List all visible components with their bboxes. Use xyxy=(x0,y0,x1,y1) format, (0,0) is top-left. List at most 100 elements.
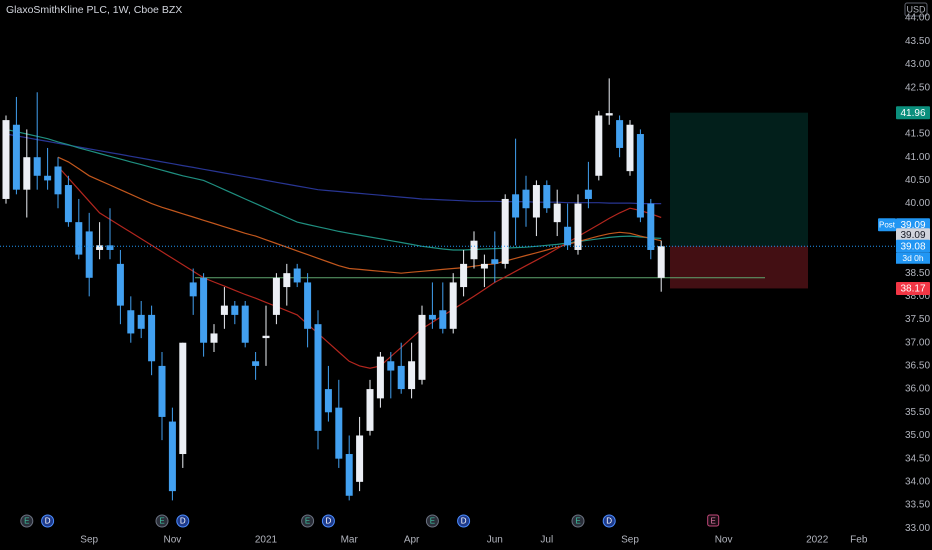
candle-body xyxy=(584,189,592,199)
candle-body xyxy=(470,240,478,260)
event-icon xyxy=(457,514,471,528)
candle-body xyxy=(179,342,187,455)
candle-body xyxy=(304,282,312,329)
x-tick-label: Jun xyxy=(487,535,503,546)
event-icon xyxy=(602,514,616,528)
y-tick-label: 38.50 xyxy=(905,268,930,279)
price-tag-bg xyxy=(878,218,896,232)
event-icon xyxy=(41,514,55,528)
moving-average xyxy=(5,128,662,251)
y-tick-label: 43.00 xyxy=(905,59,930,70)
target-label-bg xyxy=(896,106,930,120)
x-tick-label: 2021 xyxy=(255,535,278,546)
candle-body xyxy=(522,189,530,209)
event-icon xyxy=(301,514,315,528)
event-label: D xyxy=(461,517,467,526)
x-tick-label: Mar xyxy=(341,535,359,546)
candle-body xyxy=(335,407,343,459)
event-icon xyxy=(176,514,190,528)
y-tick-label: 34.00 xyxy=(905,476,930,487)
candle-body xyxy=(626,124,634,172)
y-tick-label: 40.50 xyxy=(905,175,930,186)
x-tick-label: Apr xyxy=(404,535,420,546)
candle-body xyxy=(158,365,166,417)
candle-body xyxy=(293,268,301,283)
candle-body xyxy=(428,314,436,320)
candle-body xyxy=(96,245,104,250)
x-tick-label: Jul xyxy=(540,535,553,546)
candle-body xyxy=(64,185,72,223)
candle-body xyxy=(33,157,41,176)
candle-body xyxy=(449,282,457,329)
event-label: E xyxy=(711,517,716,526)
candle-body xyxy=(460,263,468,288)
event-icon xyxy=(707,514,720,527)
candle-body xyxy=(501,198,509,264)
candle-body xyxy=(532,185,540,218)
candle-body xyxy=(408,361,416,390)
price-label: 39.09 xyxy=(900,230,925,241)
price-label-bg xyxy=(896,228,930,242)
candle-body xyxy=(314,324,322,431)
currency: USD xyxy=(906,4,926,14)
y-tick-label: 41.50 xyxy=(905,129,930,140)
y-tick-label: 35.50 xyxy=(905,407,930,418)
candle-body xyxy=(54,166,62,195)
event-label: E xyxy=(575,517,580,526)
candle-body xyxy=(564,226,572,246)
event-icon xyxy=(20,514,34,528)
event-label: E xyxy=(430,517,435,526)
y-tick-label: 36.00 xyxy=(905,384,930,395)
candle-body xyxy=(168,421,176,492)
candle-body xyxy=(44,175,52,181)
candle-body xyxy=(220,305,228,315)
candle-body xyxy=(595,115,603,176)
candle-body xyxy=(418,314,426,380)
candle-body xyxy=(366,389,374,431)
y-tick-label: 42.50 xyxy=(905,82,930,93)
y-tick-label: 43.50 xyxy=(905,36,930,47)
candle-body xyxy=(252,361,260,366)
target-zone xyxy=(670,112,808,247)
event-label: D xyxy=(606,517,612,526)
candle-body xyxy=(543,185,551,209)
event-label: D xyxy=(45,517,51,526)
y-tick-label: 37.50 xyxy=(905,314,930,325)
x-tick-label: Sep xyxy=(621,535,639,546)
candle-body xyxy=(574,203,582,250)
target-label: 41.96 xyxy=(900,108,925,119)
price-label-bg xyxy=(896,218,930,232)
y-tick-label: 41.00 xyxy=(905,152,930,163)
candle-body xyxy=(241,305,249,343)
event-icon xyxy=(571,514,585,528)
y-tick-label: 36.50 xyxy=(905,361,930,372)
y-tick-label: 34.50 xyxy=(905,453,930,464)
x-tick-label: 2022 xyxy=(806,535,829,546)
candle-body xyxy=(605,113,613,116)
candle-body xyxy=(636,134,644,218)
x-tick-label: Feb xyxy=(850,535,868,546)
candle-body xyxy=(553,203,561,223)
candle-body xyxy=(356,435,364,482)
price-tag-bg xyxy=(896,252,930,264)
currency-box xyxy=(904,2,928,17)
x-tick-label: Nov xyxy=(164,535,182,546)
stop-label-bg xyxy=(896,281,930,295)
price-label-bg xyxy=(896,239,930,253)
event-label: E xyxy=(24,517,29,526)
candle-body xyxy=(491,259,499,264)
candle-body xyxy=(376,356,384,399)
candle-body xyxy=(387,361,395,371)
y-tick-label: 40.00 xyxy=(905,198,930,209)
candle-body xyxy=(2,120,10,199)
candle-body xyxy=(116,263,124,306)
candle-body xyxy=(439,310,447,329)
x-tick-label: Sep xyxy=(80,535,98,546)
moving-average xyxy=(5,133,662,205)
candle-body xyxy=(85,231,93,278)
candle-body xyxy=(283,273,291,288)
stop-zone xyxy=(670,246,808,289)
event-icon xyxy=(155,514,169,528)
candle-body xyxy=(148,314,156,362)
